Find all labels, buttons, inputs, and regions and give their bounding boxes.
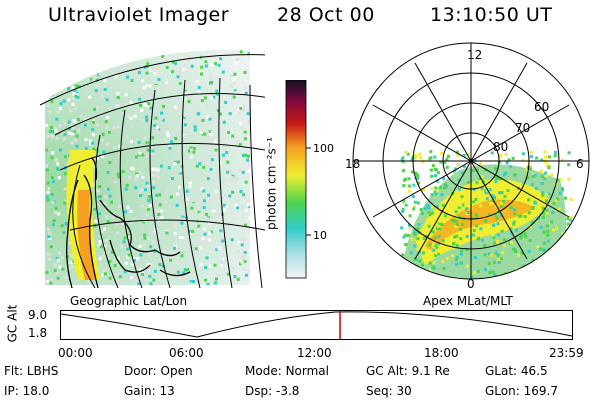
- geographic-image: [39, 49, 265, 289]
- status-glon: GLon: 169.7: [485, 384, 558, 398]
- status-mode: Mode: Normal: [245, 364, 329, 378]
- instrument-title: Ultraviolet Imager: [48, 4, 230, 26]
- timeline-x-2359: 23:59: [549, 346, 584, 360]
- status-glat: GLat: 46.5: [485, 364, 548, 378]
- colorbar-tick-100: 100: [313, 142, 334, 155]
- polar-lat-60: 60: [534, 100, 549, 114]
- polar-mlt-18: 18: [345, 157, 360, 171]
- timeline-axis-title: GC Alt: [5, 304, 20, 343]
- timeline-x-1800: 18:00: [424, 346, 459, 360]
- polar-mlt-6: 6: [576, 157, 584, 171]
- timeline-x-1200: 12:00: [297, 346, 332, 360]
- polar-caption: Apex MLat/MLT: [423, 294, 513, 308]
- status-filter: Flt: LBHS: [4, 364, 59, 378]
- timeline-x-0600: 06:00: [169, 346, 204, 360]
- date-label: 28 Oct 00: [277, 4, 375, 26]
- colorbar-tick-10: 10: [313, 229, 327, 242]
- colorbar-unit-label: photon cm⁻²s⁻¹: [264, 137, 279, 230]
- polar-mlt-0: 0: [467, 277, 475, 291]
- timeline-y-max: 9.0: [28, 308, 48, 322]
- status-gc-alt: GC Alt: 9.1 Re: [366, 364, 450, 378]
- status-gain: Gain: 13: [124, 384, 175, 398]
- polar-mlt-12: 12: [467, 48, 482, 62]
- status-dsp: Dsp: -3.8: [245, 384, 300, 398]
- geo-caption: Geographic Lat/Lon: [70, 294, 188, 308]
- polar-lat-80: 80: [493, 140, 508, 154]
- color-bar: 100 10: [285, 80, 334, 279]
- status-ip: IP: 18.0: [4, 384, 50, 398]
- timeline-y-min: 1.8: [28, 326, 48, 340]
- timeline-x-0000: 00:00: [58, 346, 93, 360]
- status-seq: Seq: 30: [366, 384, 412, 398]
- status-door: Door: Open: [124, 364, 193, 378]
- altitude-timeline: [60, 310, 573, 340]
- polar-image: 12 18 6 0 60 70 80: [345, 42, 590, 291]
- polar-lat-70: 70: [515, 121, 530, 135]
- time-label: 13:10:50 UT: [430, 4, 553, 26]
